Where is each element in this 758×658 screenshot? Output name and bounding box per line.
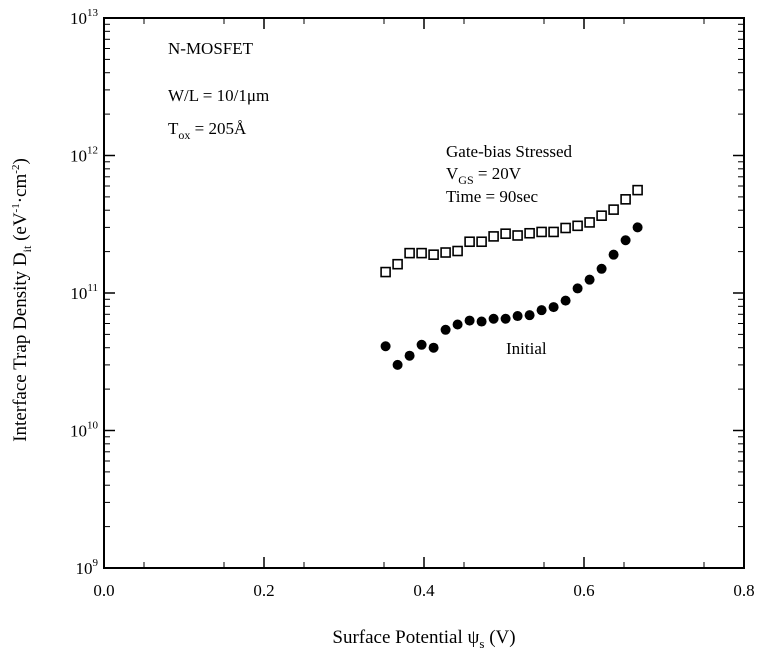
- y-tick-base: 10: [70, 147, 87, 166]
- y-axis-title-cm: cm: [10, 174, 31, 197]
- stressed-point: [464, 236, 475, 248]
- initial-point: [524, 310, 535, 321]
- series-group: [380, 184, 643, 370]
- stressed-point: [440, 247, 451, 258]
- y-axis-title: Interface Trap Density Dit (eV-1·cm-2): [10, 158, 34, 442]
- stressed-point: [584, 217, 595, 228]
- initial-point: [452, 319, 463, 330]
- stressed-point: [512, 230, 523, 241]
- stressed-label-line3: Time = 90sec: [446, 187, 539, 206]
- stressed-point: [560, 222, 571, 234]
- initial-point: [416, 339, 427, 350]
- initial-point: [572, 283, 583, 294]
- x-tick-label: 0.4: [413, 581, 435, 600]
- y-tick-base: 10: [70, 284, 87, 303]
- initial-point: [404, 350, 415, 361]
- x-ticks-group: 0.0 0.2 0.4 0.6 0.8: [93, 18, 755, 600]
- stressed-point: [548, 226, 559, 238]
- stressed-point: [572, 220, 583, 232]
- initial-point: [536, 305, 547, 316]
- x-axis-title: Surface Potential ψs (V): [332, 627, 515, 651]
- y-tick-label: 1011: [70, 282, 98, 303]
- initial-point: [512, 311, 523, 322]
- stressed-point: [416, 247, 427, 259]
- y-tick-label: 1013: [70, 7, 99, 28]
- stressed-label-v: V: [446, 164, 459, 183]
- initial-point: [392, 359, 403, 370]
- initial-point: [440, 324, 451, 335]
- stressed-point: [536, 226, 547, 238]
- y-axis-title-unit: (eV: [10, 212, 31, 246]
- y-tick-exponent: 9: [93, 557, 99, 569]
- device-annotation-line3: Tox = 205Å: [168, 119, 247, 142]
- x-tick-label: 0.8: [733, 581, 754, 600]
- initial-point: [620, 235, 631, 246]
- stressed-point: [476, 236, 487, 248]
- stressed-point: [380, 266, 391, 278]
- stressed-label-line2: VGS = 20V: [446, 164, 522, 187]
- initial-point: [380, 341, 391, 352]
- y-axis-title-main: Interface Trap Density D: [10, 252, 31, 441]
- y-axis-title-end: ): [10, 158, 31, 164]
- y-tick-exponent: 13: [87, 7, 99, 19]
- y-tick-base: 10: [70, 9, 87, 28]
- x-axis-title-sub: s: [479, 636, 484, 651]
- stressed-point: [428, 249, 439, 260]
- stressed-point: [392, 258, 403, 270]
- initial-point: [632, 222, 643, 233]
- device-annotation-line2: W/L = 10/1μm: [168, 86, 269, 105]
- y-tick-label: 109: [76, 557, 99, 578]
- stressed-point: [500, 228, 511, 239]
- initial-series-label: Initial: [506, 339, 547, 358]
- y-axis-title-sup2: -2: [10, 165, 22, 174]
- y-axis-title-dot: ·: [10, 197, 31, 203]
- y-tick-label: 1012: [70, 145, 98, 166]
- device-annotation-line1: N-MOSFET: [168, 39, 254, 58]
- x-axis-title-main: Surface Potential ψ: [332, 627, 479, 648]
- stressed-point: [632, 184, 643, 196]
- stressed-point: [452, 245, 463, 257]
- stressed-label-value: = 20V: [474, 164, 522, 183]
- initial-point: [596, 263, 607, 274]
- x-tick-label: 0.0: [93, 581, 114, 600]
- stressed-label-line1: Gate-bias Stressed: [446, 142, 573, 161]
- x-tick-label: 0.2: [253, 581, 274, 600]
- initial-point: [608, 249, 619, 260]
- initial-point: [500, 313, 511, 324]
- y-tick-label: 1010: [70, 420, 99, 441]
- stressed-point: [404, 247, 415, 259]
- initial-point: [476, 316, 487, 327]
- device-annotation-line3-suffix: = 205Å: [190, 119, 247, 138]
- y-tick-exponent: 12: [87, 145, 98, 157]
- y-tick-exponent: 10: [87, 420, 99, 432]
- stressed-label-gs-sub: GS: [458, 173, 473, 187]
- stressed-point: [488, 231, 499, 242]
- initial-point: [428, 342, 439, 353]
- stressed-point: [620, 194, 631, 205]
- stressed-point: [608, 204, 619, 215]
- stressed-point: [524, 227, 535, 239]
- device-annotation-line3-sub: ox: [178, 128, 190, 142]
- x-tick-label: 0.6: [573, 581, 594, 600]
- initial-point: [584, 274, 595, 285]
- device-annotation-line3-prefix: T: [168, 119, 179, 138]
- y-axis-title-sup1: -1: [10, 203, 22, 212]
- initial-point: [560, 295, 571, 306]
- y-tick-base: 10: [70, 422, 87, 441]
- initial-point: [488, 313, 499, 324]
- y-tick-exponent: 11: [87, 282, 98, 294]
- y-axis-title-sub: it: [20, 245, 34, 252]
- x-axis-title-unit: (V): [484, 627, 515, 648]
- initial-point: [464, 315, 475, 326]
- initial-point: [548, 302, 559, 313]
- y-tick-base: 10: [76, 559, 93, 578]
- stressed-point: [596, 210, 607, 221]
